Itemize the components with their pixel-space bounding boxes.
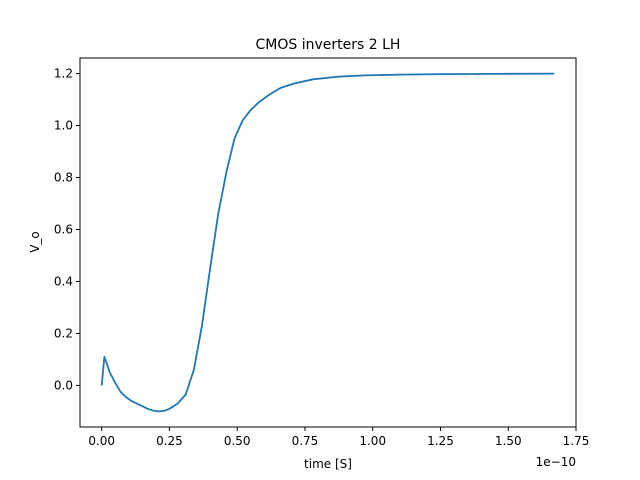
y-tick-label: 1.0 [54, 119, 73, 133]
x-tick-label: 1.75 [563, 434, 590, 448]
y-tick-label: 0.8 [54, 171, 73, 185]
y-tick-label: 0.6 [54, 223, 73, 237]
y-tick-label: 0.2 [54, 326, 73, 340]
plot-area [79, 57, 577, 428]
x-tick-label: 1.50 [495, 434, 522, 448]
chart-title: CMOS inverters 2 LH [256, 37, 401, 53]
y-axis-label: V_o [28, 231, 42, 253]
x-tick-label: 0.50 [224, 434, 251, 448]
axes-frame [79, 57, 577, 428]
x-tick-label: 0.00 [88, 434, 115, 448]
x-tick-label: 0.75 [292, 434, 319, 448]
y-axis-ticks: 0.0 0.2 0.4 0.6 0.8 1.0 1.2 [54, 67, 80, 392]
y-tick-label: 0.0 [54, 378, 73, 392]
y-tick-label: 0.4 [54, 274, 73, 288]
x-axis-ticks: 0.00 0.25 0.50 0.75 1.00 1.25 1.50 1.75 [88, 427, 589, 448]
x-axis-offset-label: 1e−10 [536, 455, 576, 469]
x-tick-label: 1.25 [427, 434, 454, 448]
series-line [100, 72, 555, 413]
y-tick-label: 1.2 [54, 67, 73, 81]
x-tick-label: 0.25 [156, 434, 183, 448]
x-axis-label: time [S] [304, 457, 352, 471]
x-tick-label: 1.00 [359, 434, 386, 448]
